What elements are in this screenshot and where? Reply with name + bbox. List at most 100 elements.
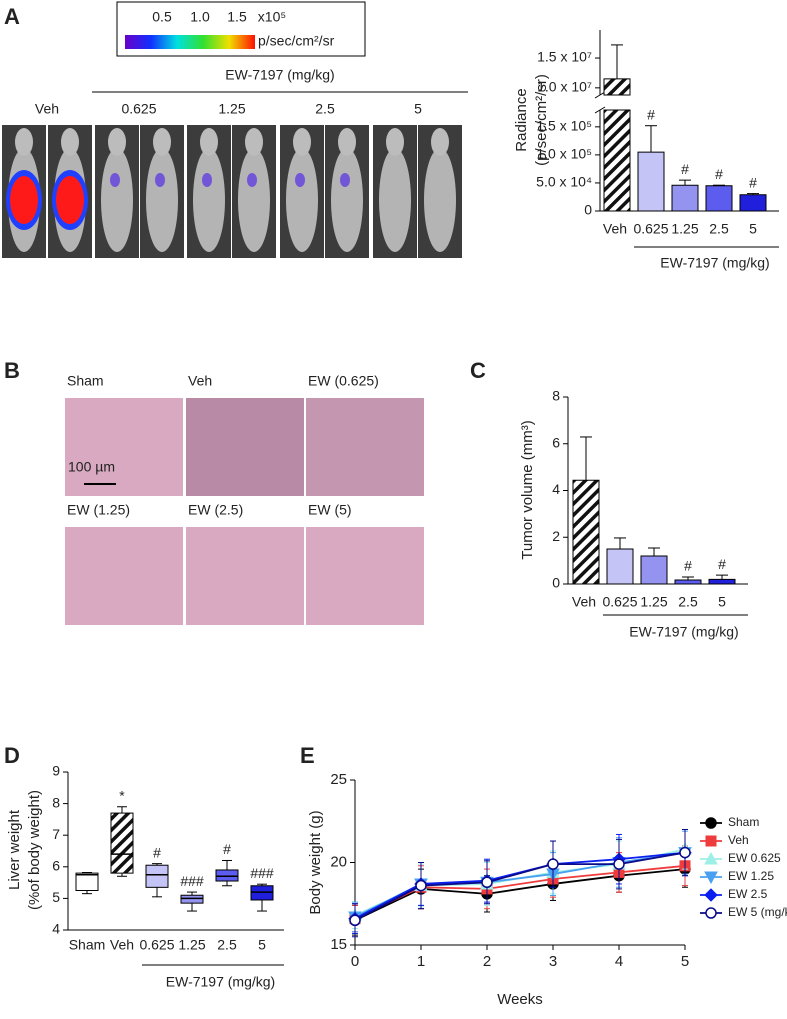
group-name: 1.25: [218, 101, 245, 117]
y-tick-label: 6: [552, 434, 560, 450]
significance-label: #: [223, 841, 231, 857]
y-tick-label: 20: [330, 853, 347, 870]
bar: [606, 548, 634, 585]
y-tick-label: 1.0 x 10⁵: [536, 146, 592, 162]
y-tick-label: 8: [52, 794, 60, 810]
x-tick-label: 5: [258, 937, 266, 953]
series-line: [354, 868, 686, 922]
x-tick-label: 4: [615, 953, 623, 970]
y-tick-label: 6: [52, 858, 60, 874]
mouse-body: [146, 148, 178, 252]
significance-label: #: [681, 161, 689, 177]
significance-label: #: [715, 166, 723, 182]
y-tick-label: 1.0 x 10⁷: [537, 79, 592, 95]
colorbar-label: x10⁵: [258, 9, 286, 25]
signal: [247, 173, 257, 187]
group-label: EW-7197 (mg/kg): [225, 67, 334, 83]
marker: [613, 858, 625, 870]
axis-break: [594, 91, 606, 99]
x-tick-label: 1.25: [640, 594, 667, 610]
significance-label: #: [647, 106, 655, 122]
significance-label: ###: [180, 873, 204, 889]
colorbar-label: 0.5: [152, 9, 172, 25]
series-line: [354, 851, 686, 922]
x-tick-label: 1.25: [671, 221, 698, 237]
marker: [679, 846, 691, 859]
x-tick-label: Veh: [603, 221, 627, 237]
marker: [547, 858, 559, 870]
significance-label: #: [718, 556, 726, 572]
x-tick-label: 0.625: [602, 594, 637, 610]
y-tick-label: 8: [552, 388, 560, 404]
colorbar-unit: p/sec/cm²/sr: [258, 33, 335, 49]
axis-break: [594, 106, 606, 114]
y-axis-label: Body weight (g): [307, 810, 324, 914]
bar: [671, 184, 699, 212]
mouse-body: [379, 148, 411, 252]
y-axis-label: (p/sec/cm²/sr): [533, 74, 550, 166]
signal: [155, 173, 165, 187]
legend-label: EW 0.625: [728, 851, 781, 865]
legend-label: Sham: [728, 815, 759, 829]
marker: [705, 835, 717, 847]
x-tick-label: 3: [549, 953, 557, 970]
group-name: Veh: [35, 101, 59, 117]
box: [75, 872, 99, 891]
marker: [415, 879, 427, 892]
significance-label: ###: [250, 865, 274, 881]
marker: [349, 914, 361, 926]
signal: [56, 176, 84, 224]
marker: [704, 851, 718, 865]
bar: [572, 479, 600, 585]
y-axis-label: Radiance: [513, 88, 530, 151]
histology-label: Veh: [188, 373, 212, 389]
y-tick-label: 25: [330, 771, 347, 788]
mouse-head: [108, 128, 126, 156]
mouse-body: [331, 148, 363, 252]
x-tick-label: 2.5: [678, 594, 698, 610]
mouse-body: [101, 148, 133, 252]
bar: [705, 185, 733, 212]
x-axis-label: EW-7197 (mg/kg): [629, 624, 738, 640]
x-tick-label: 5: [749, 221, 757, 237]
y-axis-label: Liver weight: [6, 809, 23, 890]
bar: [674, 579, 702, 585]
colorbar: [125, 35, 255, 49]
marker: [704, 871, 718, 885]
signal: [110, 173, 120, 187]
group-name: 0.625: [121, 101, 156, 117]
x-tick-label: 0: [351, 953, 359, 970]
y-tick-label: 4: [52, 921, 60, 937]
mouse-body: [193, 148, 225, 252]
significance-label: #: [153, 844, 161, 860]
y-tick-label: 4: [552, 481, 560, 497]
signal: [202, 173, 212, 187]
colorbar-label: 1.5: [227, 9, 247, 25]
x-axis-label: Weeks: [497, 991, 543, 1008]
panel-label: A: [4, 4, 20, 29]
signal: [10, 176, 38, 224]
bar: [640, 555, 668, 585]
histology-label: Sham: [67, 373, 104, 389]
x-tick-label: 2.5: [217, 937, 237, 953]
marker: [481, 876, 493, 889]
scale-bar-label: 100 µm: [68, 459, 115, 475]
mouse-head: [200, 128, 218, 156]
histology-label: EW (1.25): [67, 502, 130, 518]
mouse-body: [286, 148, 318, 252]
series-line: [354, 851, 686, 920]
histology-image: [65, 398, 183, 496]
panel-label: C: [470, 358, 486, 383]
marker: [705, 907, 717, 919]
bar: [708, 578, 736, 585]
colorbar-frame: [116, 1, 366, 57]
histology-image: [65, 527, 183, 625]
mouse-head: [15, 128, 33, 156]
mouse-body: [238, 148, 270, 252]
mouse-body: [424, 148, 456, 252]
x-tick-label: Sham: [69, 937, 106, 953]
panel-label: E: [300, 743, 315, 768]
series-line: [354, 864, 686, 920]
x-tick-label: 5: [718, 594, 726, 610]
